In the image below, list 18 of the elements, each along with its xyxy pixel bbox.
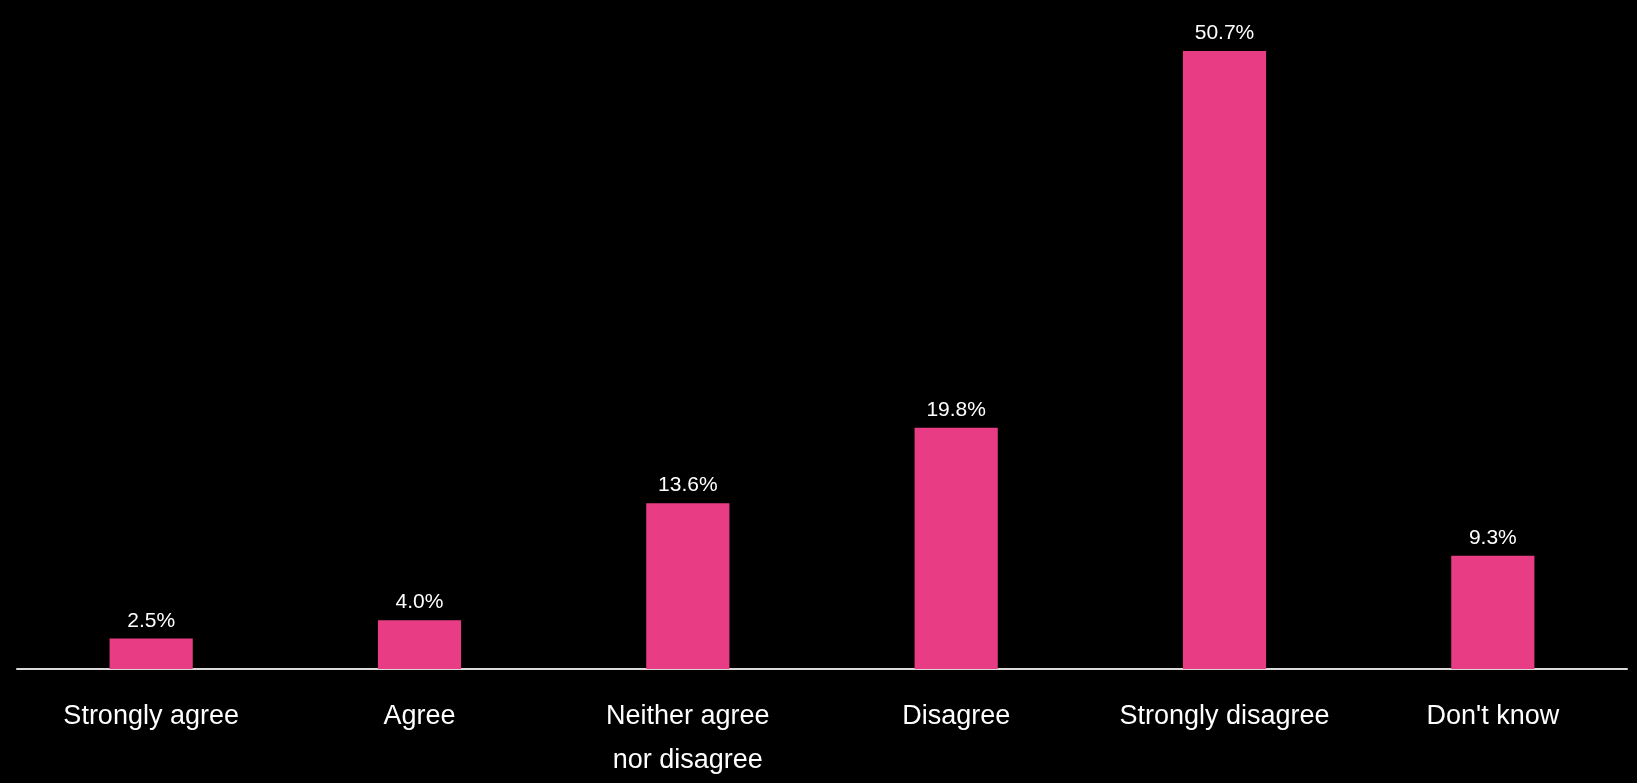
bar	[914, 427, 998, 669]
bar	[109, 638, 193, 669]
data-label: 19.8%	[926, 396, 986, 420]
data-label: 13.6%	[658, 472, 718, 496]
bar	[377, 620, 462, 669]
data-label: 2.5%	[127, 607, 176, 631]
bar	[646, 503, 730, 669]
x-tick-label: Neither agree nor disagree	[606, 700, 770, 774]
data-label: 9.3%	[1468, 524, 1517, 548]
x-tick-label: Don't know	[1426, 700, 1560, 730]
x-tick-label: Strongly disagree	[1119, 700, 1330, 730]
data-label: 50.7%	[1194, 20, 1255, 43]
bar	[1182, 51, 1267, 669]
bar	[1451, 555, 1535, 669]
x-tick-label: Agree	[383, 700, 456, 730]
x-tick-label: Strongly agree	[63, 700, 239, 730]
data-label: 4.0%	[395, 589, 444, 613]
x-tick-label: Disagree	[902, 700, 1011, 730]
